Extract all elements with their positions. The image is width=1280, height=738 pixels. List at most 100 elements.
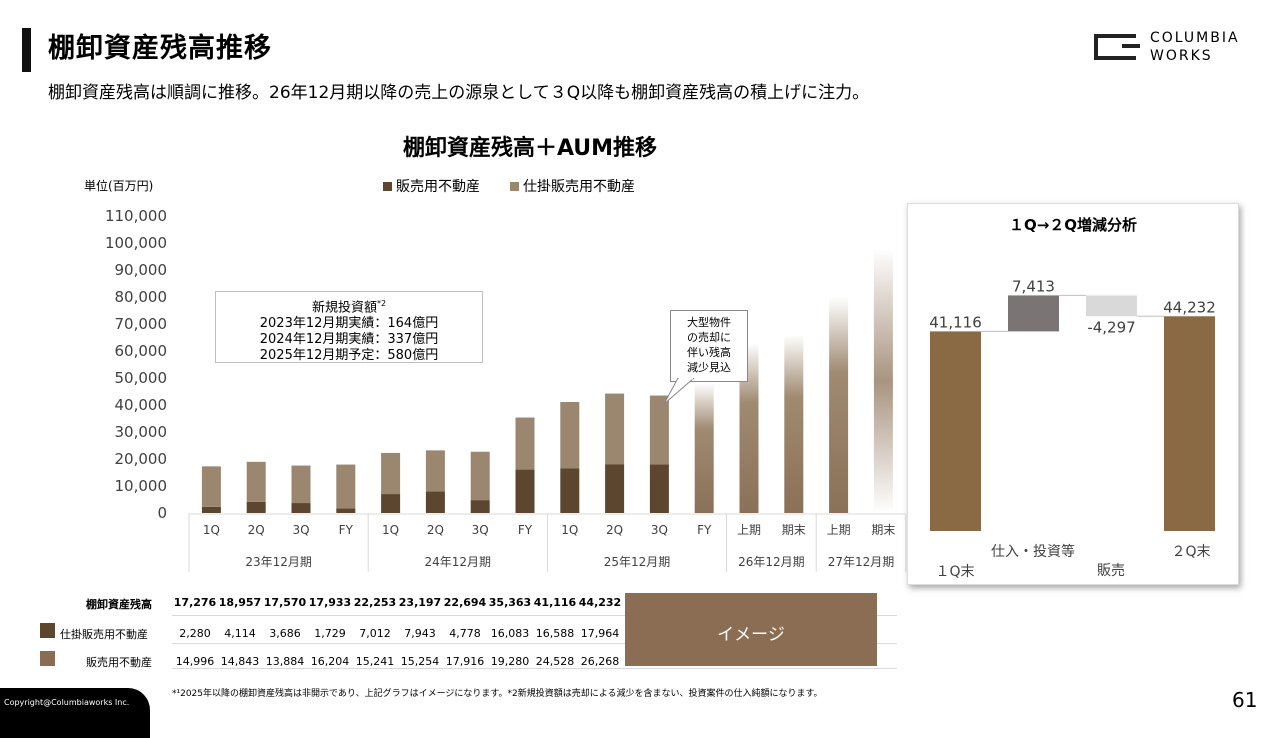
x-tick-label: 期末 <box>871 523 895 537</box>
logo-text-line2: WORKS <box>1150 48 1213 64</box>
table-cell: 15,254 <box>400 655 440 668</box>
table-cell: 16,588 <box>535 627 575 640</box>
bar-sale <box>470 500 490 513</box>
table-cell: 35,363 <box>488 596 532 609</box>
new-investment-note: 新規投資額*2 2023年12月期実績：164億円 2024年12月期実績：33… <box>215 291 483 363</box>
bar-wip <box>381 452 401 495</box>
y-tick-label: 20,000 <box>115 450 168 468</box>
waterfall-value-label: 44,232 <box>1163 298 1216 316</box>
page-subtitle: 棚卸資産残高は順調に推移。26年12月期以降の売上の源泉として３Q以降も棚卸資産… <box>48 83 870 103</box>
bar-sale <box>201 506 221 513</box>
bar-wip <box>560 401 580 469</box>
legend-swatch <box>510 181 519 191</box>
y-tick-label: 60,000 <box>115 342 168 360</box>
x-tick-label: 3Q <box>292 523 309 537</box>
bar-sale <box>246 501 266 513</box>
legend-label: 販売用不動産 <box>396 179 480 195</box>
bar-wip <box>201 466 221 507</box>
callout-line: 減少見込 <box>687 361 731 374</box>
bar-wip <box>246 461 266 502</box>
table-swatch <box>40 623 55 638</box>
chart-title: 棚卸資産残高＋AUM推移 <box>402 136 658 161</box>
table-cell: 14,996 <box>175 655 215 668</box>
note-heading: 新規投資額 <box>311 300 377 316</box>
group-label: 25年12月期 <box>604 555 671 569</box>
bar-projection <box>873 248 893 513</box>
table-cell: 19,280 <box>490 655 530 668</box>
copyright: Copyright@Columbiaworks Inc. <box>4 698 130 707</box>
x-tick-label: 3Q <box>651 523 668 537</box>
legend-item-sale: 販売用不動産 <box>383 176 480 196</box>
table-cell: 17,933 <box>308 596 352 609</box>
x-tick-label: 期末 <box>782 523 806 537</box>
legend-item-wip: 仕掛販売用不動産 <box>510 176 635 196</box>
table-cell: 22,253 <box>353 596 397 609</box>
table-cell: 17,570 <box>263 596 307 609</box>
bar-sale <box>336 508 356 513</box>
table-cell: 13,884 <box>265 655 305 668</box>
inventory-bar-chart: 0 10,000 20,000 30,000 40,000 50,000 60,000 70,… <box>105 207 907 572</box>
waterfall-title: １Q→２Q増減分析 <box>1008 216 1138 234</box>
legend-swatch <box>383 181 392 191</box>
page-number: 61 <box>1232 688 1258 712</box>
table-cell: 3,686 <box>269 627 301 640</box>
waterfall-category-label: 販売 <box>1097 563 1125 579</box>
waterfall-panel: １Q→２Q増減分析 41,116 7,413 -4,297 44,232 １Q末 仕入・投… <box>907 203 1239 585</box>
bar-projection <box>739 342 759 513</box>
note-line: 2023年12月期実績：164億円 <box>259 316 439 332</box>
table-row-label: 棚卸資産残高 <box>86 598 152 611</box>
x-tick-label: 2Q <box>248 523 265 537</box>
y-tick-label: 50,000 <box>115 369 168 387</box>
page-title: 棚卸資産残高推移 <box>48 33 272 64</box>
bar-sale <box>515 469 535 513</box>
group-label: 23年12月期 <box>245 555 312 569</box>
bar-sale <box>605 464 625 513</box>
image-placeholder-label: イメージ <box>717 625 785 645</box>
y-tick-label: 110,000 <box>105 207 167 225</box>
table-cell: 4,114 <box>224 627 256 640</box>
table-cell: 1,729 <box>314 627 346 640</box>
bar-wip <box>291 465 311 504</box>
waterfall-value-label: -4,297 <box>1087 318 1135 336</box>
group-label: 24年12月期 <box>425 555 492 569</box>
table-cell: 26,268 <box>580 655 620 668</box>
bar-sale <box>425 491 445 513</box>
x-tick-label: 2Q <box>606 523 623 537</box>
x-tick-label: 1Q <box>203 523 220 537</box>
image-placeholder-box <box>625 593 877 666</box>
bar-projection <box>829 297 849 513</box>
y-tick-label: 90,000 <box>115 261 168 279</box>
table-cell: 17,964 <box>580 627 620 640</box>
table-cell: 22,694 <box>443 596 487 609</box>
x-tick-label: 3Q <box>472 523 489 537</box>
bar-wip <box>605 393 625 465</box>
bar-wip <box>515 417 535 470</box>
waterfall-bar <box>1008 295 1059 332</box>
bar-wip <box>649 395 669 465</box>
table-cell: 14,843 <box>220 655 260 668</box>
y-tick-label: 40,000 <box>115 396 168 414</box>
table-cell: 16,204 <box>310 655 350 668</box>
waterfall-bar <box>1086 295 1137 317</box>
logo-mark-icon <box>1094 34 1136 60</box>
bar-sale <box>381 494 401 513</box>
callout-box: 大型物件 の売却に 伴い残高 減少見込 <box>670 310 748 382</box>
bar-sale <box>649 464 669 513</box>
x-tick-label: FY <box>518 523 533 537</box>
bar-wip <box>336 464 356 509</box>
unit-label: 単位(百万円) <box>84 179 154 193</box>
table-cell: 7,012 <box>359 627 391 640</box>
table-cell: 18,957 <box>218 596 262 609</box>
company-logo: COLUMBIA WORKS <box>1092 30 1262 70</box>
copyright-band <box>0 688 150 738</box>
callout-line: の売却に <box>687 331 731 344</box>
y-tick-label: 10,000 <box>115 477 168 495</box>
table-cell: 7,943 <box>404 627 436 640</box>
table-cell: 4,778 <box>449 627 481 640</box>
note-line: 2024年12月期実績：337億円 <box>259 332 439 348</box>
y-tick-label: 80,000 <box>115 288 168 306</box>
x-tick-label: FY <box>339 523 354 537</box>
waterfall-bar <box>1164 316 1215 531</box>
waterfall-category-label: １Q末 <box>935 564 974 580</box>
